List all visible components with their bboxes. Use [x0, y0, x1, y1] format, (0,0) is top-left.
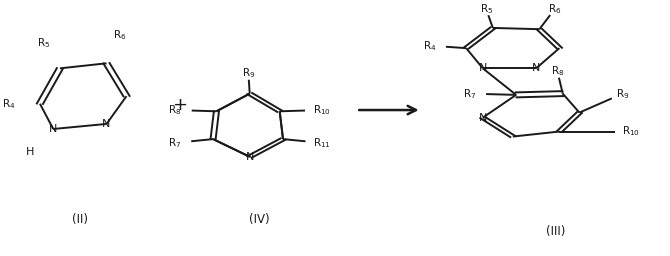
Text: N: N: [49, 124, 58, 134]
Text: R$_{7}$: R$_{7}$: [168, 136, 182, 150]
Text: H: H: [25, 147, 34, 157]
Text: (II): (II): [72, 214, 88, 227]
Text: N: N: [478, 113, 487, 123]
Text: R$_9$: R$_9$: [616, 87, 629, 101]
Text: N: N: [532, 63, 540, 73]
Text: R$_{10}$: R$_{10}$: [622, 125, 641, 138]
Text: R$_{4}$: R$_{4}$: [2, 97, 15, 111]
Text: R$_{9}$: R$_{9}$: [242, 67, 255, 80]
Text: N: N: [103, 119, 111, 129]
Text: (IV): (IV): [249, 214, 270, 227]
Text: +: +: [172, 96, 188, 114]
Text: R$_{6}$: R$_{6}$: [113, 29, 127, 42]
Text: R$_5$: R$_5$: [480, 2, 492, 16]
Text: R$_{5}$: R$_{5}$: [37, 36, 50, 50]
Text: R$_8$: R$_8$: [551, 65, 564, 78]
Text: N: N: [245, 152, 254, 162]
Text: R$_4$: R$_4$: [423, 39, 436, 52]
Text: (III): (III): [547, 225, 565, 238]
Text: R$_{11}$: R$_{11}$: [313, 136, 330, 150]
Text: R$_7$: R$_7$: [463, 87, 476, 101]
Text: N: N: [478, 63, 487, 73]
Text: R$_{8}$: R$_{8}$: [168, 103, 182, 117]
Text: R$_{10}$: R$_{10}$: [313, 103, 331, 117]
Text: R$_6$: R$_6$: [548, 2, 561, 16]
